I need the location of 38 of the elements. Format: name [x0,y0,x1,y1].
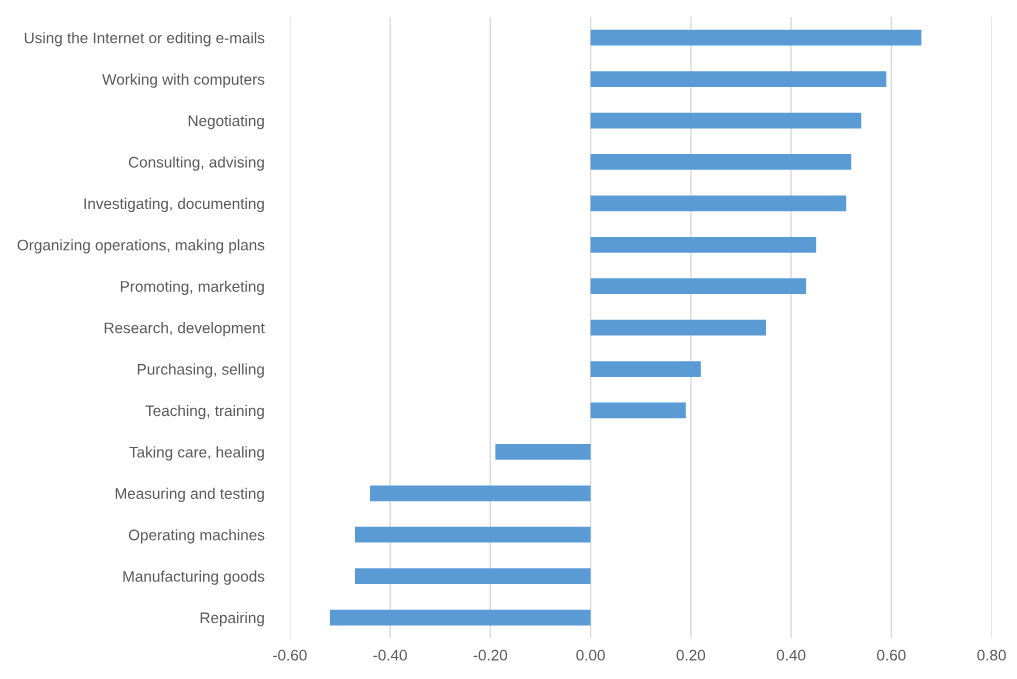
bar [355,526,591,543]
y-tick-label: Repairing [200,612,264,627]
y-tick-label: Measuring and testing [115,487,264,502]
y-tick-label: Consulting, advising [128,156,264,171]
y-tick-label: Using the Internet or editing e-mails [24,32,265,47]
bar [329,609,591,626]
bar [590,319,767,336]
y-tick-label: Manufacturing goods [123,570,265,585]
x-tick-label: 0.80 [977,649,1006,661]
bar [590,112,862,129]
y-tick-label: Teaching, training [145,404,264,420]
bar [590,195,847,212]
bar [590,402,686,419]
bar [590,71,887,87]
x-tick-label: 0.40 [776,649,806,661]
x-tick-label: -0.40 [373,649,407,661]
bar [590,236,817,253]
y-tick-label: Organizing operations, making plans [17,239,265,254]
x-tick-label: 0.00 [576,649,605,661]
x-tick-label: 0.60 [877,649,906,661]
bar [495,444,591,460]
x-tick-label: -0.20 [473,649,508,661]
x-tick-label: -0.60 [273,649,307,661]
bar [590,361,701,377]
bar [590,29,922,46]
y-tick-label: Research, development [104,322,265,337]
x-tick-label: 0.20 [676,649,706,661]
y-tick-label: Working with computers [102,73,265,88]
y-tick-label: Investigating, documenting [84,197,264,213]
y-tick-label: Purchasing, selling [137,363,264,378]
y-tick-label: Promoting, marketing [120,280,264,295]
y-tick-label: Negotiating [188,114,264,130]
bar [590,278,807,295]
y-tick-label: Taking care, healing [129,446,264,461]
bar [355,568,591,584]
y-tick-label: Operating machines [128,529,265,544]
bar [370,485,591,502]
bar [590,154,852,170]
